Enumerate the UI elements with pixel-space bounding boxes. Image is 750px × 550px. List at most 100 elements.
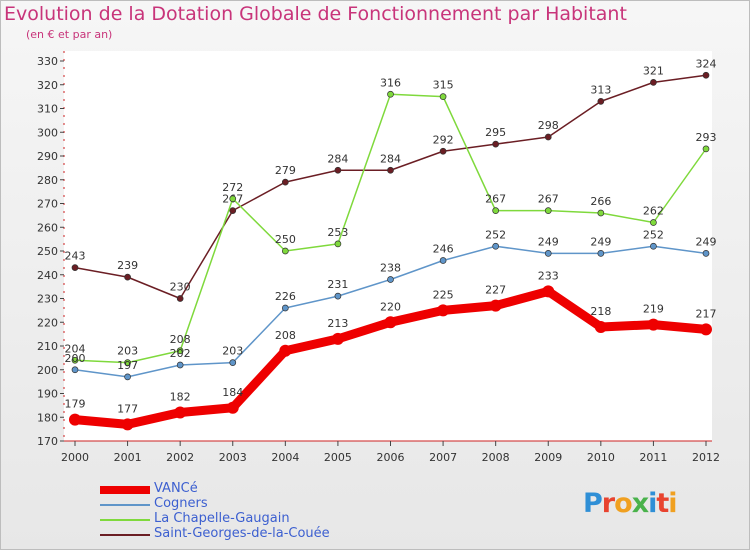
data-point-cogners <box>544 250 552 257</box>
data-point-saint-georges-de-la-couee <box>650 79 657 86</box>
data-point-cogners <box>176 361 184 369</box>
data-point-saint-georges-de-la-couee <box>387 166 394 174</box>
data-label-saint-georges-de-la-couee: 284 <box>327 152 348 165</box>
data-label-vance: 213 <box>327 317 348 330</box>
data-label-cogners: 202 <box>170 347 191 360</box>
data-point-saint-georges-de-la-couee <box>229 207 237 214</box>
data-label-vance: 220 <box>380 300 401 313</box>
logo-letter: r <box>601 488 615 519</box>
data-point-saint-georges-de-la-couee <box>439 147 447 155</box>
data-point-la-chapelle-gaugain <box>597 209 605 217</box>
data-label-saint-georges-de-la-couee: 279 <box>275 164 296 177</box>
data-point-vance <box>489 299 502 312</box>
x-tick-label: 2011 <box>639 451 667 464</box>
data-point-cogners <box>71 366 79 374</box>
data-point-vance <box>331 332 344 345</box>
data-point-saint-georges-de-la-couee <box>492 140 500 148</box>
data-label-saint-georges-de-la-couee: 313 <box>590 83 611 96</box>
data-point-cogners <box>492 242 500 250</box>
y-tick-label: 280 <box>37 174 58 187</box>
data-point-saint-georges-de-la-couee <box>281 178 289 186</box>
data-point-la-chapelle-gaugain <box>334 240 342 248</box>
chart-title: Evolution de la Dotation Globale de Fonc… <box>4 3 627 25</box>
legend-swatch <box>100 504 150 506</box>
data-point-saint-georges-de-la-couee <box>71 264 79 271</box>
x-tick-label: 2006 <box>377 451 405 464</box>
data-point-cogners <box>124 373 131 381</box>
logo-letter: P <box>583 488 603 519</box>
data-point-saint-georges-de-la-couee <box>124 273 131 281</box>
data-label-saint-georges-de-la-couee: 324 <box>696 57 717 70</box>
data-label-vance: 233 <box>538 269 559 282</box>
legend-label: Saint-Georges-de-la-Couée <box>154 526 330 541</box>
data-label-la-chapelle-gaugain: 253 <box>327 226 348 239</box>
data-label-vance: 177 <box>117 402 138 415</box>
data-label-cogners: 246 <box>433 243 454 256</box>
data-label-cogners: 200 <box>65 352 86 365</box>
data-label-la-chapelle-gaugain: 267 <box>538 193 559 206</box>
data-point-la-chapelle-gaugain <box>387 90 394 98</box>
x-tick-label: 2004 <box>271 451 299 464</box>
data-label-vance: 184 <box>222 386 243 399</box>
data-label-la-chapelle-gaugain: 267 <box>485 193 506 206</box>
chart-subtitle: (en € et par an) <box>26 28 113 41</box>
y-tick-label: 220 <box>37 316 58 329</box>
data-label-la-chapelle-gaugain: 203 <box>117 345 138 358</box>
data-label-saint-georges-de-la-couee: 295 <box>485 126 506 139</box>
y-tick-label: 230 <box>37 293 58 306</box>
x-tick-label: 2000 <box>61 451 89 464</box>
data-point-cogners <box>650 242 657 250</box>
data-label-vance: 179 <box>65 398 86 411</box>
data-point-la-chapelle-gaugain <box>176 347 184 355</box>
data-point-vance <box>226 401 239 414</box>
data-point-la-chapelle-gaugain <box>281 247 289 255</box>
data-label-saint-georges-de-la-couee: 239 <box>117 259 138 272</box>
data-label-la-chapelle-gaugain: 262 <box>643 205 664 218</box>
data-point-la-chapelle-gaugain <box>544 207 552 214</box>
data-label-cogners: 231 <box>327 278 348 291</box>
data-point-la-chapelle-gaugain <box>71 356 79 364</box>
y-tick-label: 200 <box>37 364 58 377</box>
data-point-vance <box>647 318 660 331</box>
logo-letter: t <box>656 488 669 519</box>
data-label-vance: 217 <box>696 307 717 320</box>
data-point-saint-georges-de-la-couee <box>597 98 605 105</box>
data-point-cogners <box>281 304 289 312</box>
data-point-saint-georges-de-la-couee <box>176 295 184 302</box>
x-tick-label: 2002 <box>166 451 194 464</box>
data-label-la-chapelle-gaugain: 208 <box>170 333 191 346</box>
y-tick-label: 250 <box>37 245 58 258</box>
x-tick-label: 2008 <box>482 451 510 464</box>
legend-swatch <box>100 534 150 536</box>
logo-letter: x <box>631 488 649 519</box>
data-point-cogners <box>439 257 447 264</box>
data-point-vance <box>542 285 555 298</box>
data-label-saint-georges-de-la-couee: 292 <box>433 133 454 146</box>
data-label-saint-georges-de-la-couee: 243 <box>65 250 86 263</box>
x-tick-label: 2009 <box>534 451 562 464</box>
data-label-vance: 208 <box>275 329 296 342</box>
y-tick-label: 180 <box>37 411 58 424</box>
data-label-la-chapelle-gaugain: 315 <box>433 79 454 92</box>
y-tick-label: 240 <box>37 269 58 282</box>
data-label-vance: 182 <box>170 391 191 404</box>
data-point-vance <box>279 344 292 357</box>
y-tick-label: 320 <box>37 79 58 92</box>
data-label-cogners: 203 <box>222 345 243 358</box>
y-tick-label: 170 <box>37 435 58 448</box>
logo-letter: i <box>648 488 657 519</box>
data-point-saint-georges-de-la-couee <box>702 71 710 79</box>
data-point-vance <box>69 413 81 426</box>
logo-letter: o <box>614 488 633 519</box>
data-point-vance <box>437 304 450 317</box>
data-point-cogners <box>387 276 394 283</box>
data-point-saint-georges-de-la-couee <box>544 133 552 141</box>
data-label-la-chapelle-gaugain: 204 <box>65 342 86 355</box>
data-point-la-chapelle-gaugain <box>650 219 657 226</box>
data-point-cogners <box>229 359 237 366</box>
data-label-cogners: 252 <box>485 228 506 241</box>
data-label-cogners: 238 <box>380 262 401 275</box>
data-point-cogners <box>702 250 710 257</box>
data-label-saint-georges-de-la-couee: 284 <box>380 152 401 165</box>
